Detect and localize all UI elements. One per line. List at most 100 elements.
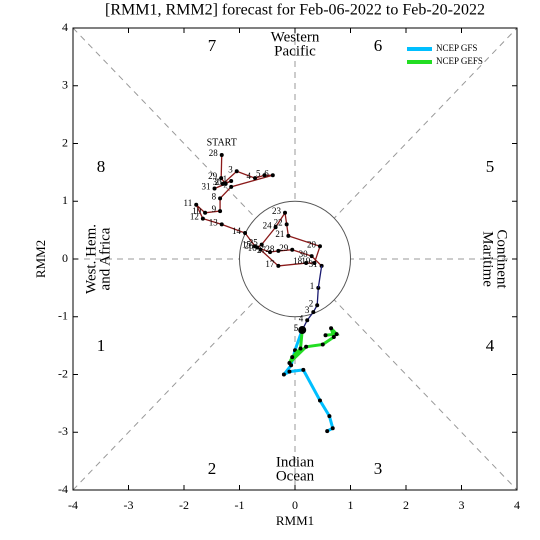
region-label: Indian	[276, 454, 315, 470]
start-label: START	[207, 137, 237, 148]
x-tick-label: 1	[348, 498, 354, 512]
day-label: 28	[265, 244, 275, 254]
data-point	[203, 210, 208, 215]
x-tick-label: -4	[68, 498, 78, 512]
day-label: 1	[223, 174, 228, 184]
day-label: 27	[257, 245, 267, 255]
data-point	[218, 209, 223, 214]
day-label: 5	[294, 323, 299, 333]
phase-number: 2	[208, 459, 217, 478]
day-label: 25	[249, 238, 259, 248]
phase-number: 1	[97, 336, 106, 355]
chart-title: [RMM1, RMM2] forecast for Feb-06-2022 to…	[105, 2, 485, 19]
y-tick-label: 0	[62, 251, 68, 265]
data-point	[219, 153, 224, 158]
y-tick-label: -1	[58, 309, 68, 323]
day-label: 12	[190, 212, 199, 222]
data-point	[281, 372, 286, 377]
data-point	[330, 426, 335, 431]
data-point	[290, 355, 295, 360]
amplitude-circle	[239, 200, 351, 318]
data-point	[305, 318, 310, 323]
day-label: 31	[309, 259, 318, 269]
data-point	[304, 344, 309, 349]
day-label: 29	[279, 243, 289, 253]
data-point	[312, 261, 317, 266]
data-point	[329, 326, 334, 331]
data-point	[229, 184, 234, 189]
data-point	[200, 216, 205, 221]
data-point	[220, 181, 225, 186]
data-point	[223, 181, 228, 186]
day-label: 17	[265, 259, 275, 269]
day-label: 18	[293, 256, 303, 266]
data-point	[327, 414, 332, 419]
data-point	[219, 222, 224, 227]
current-point	[298, 326, 307, 335]
x-tick-label: -3	[124, 498, 134, 512]
data-point	[304, 261, 309, 266]
data-point	[219, 176, 224, 181]
data-point	[243, 231, 248, 236]
data-point	[311, 310, 316, 315]
day-label: 31	[202, 182, 211, 192]
data-point	[212, 186, 217, 191]
x-tick-label: 4	[514, 498, 520, 512]
day-label: 24	[263, 220, 273, 230]
data-point	[331, 334, 336, 339]
day-label: 29	[208, 171, 218, 181]
data-point	[283, 210, 288, 215]
data-point	[284, 222, 289, 227]
forecast-line	[288, 327, 340, 365]
legend-label: NCEP GEFS	[436, 56, 483, 66]
day-label: 7	[223, 180, 228, 190]
day-label: 5	[256, 168, 261, 178]
data-point	[262, 173, 267, 178]
region-label: Maritime	[480, 231, 496, 287]
region-label: Ocean	[276, 468, 315, 484]
day-label: 28	[209, 148, 219, 158]
day-label: 2	[309, 298, 314, 308]
data-point	[317, 244, 322, 249]
day-label: 10	[192, 206, 202, 216]
data-point	[323, 333, 328, 338]
region-label: and Africa	[97, 227, 113, 290]
data-point	[258, 247, 263, 252]
data-point	[218, 196, 223, 201]
phase-number: 5	[486, 157, 495, 176]
x-axis-label: RMM1	[276, 513, 314, 528]
legend-label: NCEP GFS	[436, 43, 477, 53]
day-label: 3	[228, 164, 233, 174]
y-tick-label: -4	[58, 482, 68, 496]
day-label: 30	[213, 177, 223, 187]
region-label: Continent	[494, 229, 510, 289]
day-label: 15	[242, 239, 252, 249]
data-point	[287, 369, 292, 374]
day-label: 6	[264, 168, 269, 178]
x-tick-label: 2	[403, 498, 409, 512]
y-axis-label: RMM2	[33, 240, 48, 278]
day-label: 26	[244, 241, 254, 251]
x-tick-label: 3	[459, 498, 465, 512]
data-point	[315, 303, 320, 308]
day-label: 9	[212, 204, 217, 214]
data-point	[320, 342, 325, 347]
day-label: 3	[305, 305, 310, 315]
data-point	[234, 169, 239, 174]
data-point	[253, 176, 258, 181]
data-point	[290, 247, 295, 252]
data-point	[317, 398, 322, 403]
y-tick-label: -3	[58, 424, 68, 438]
data-point	[325, 429, 330, 434]
data-point	[301, 367, 306, 372]
data-point	[273, 225, 278, 230]
phase-number: 3	[374, 459, 383, 478]
data-point	[286, 233, 291, 238]
y-tick-label: 3	[62, 78, 68, 92]
day-label: 19	[301, 256, 311, 266]
region-label: West. Hem.	[83, 224, 99, 294]
day-label: 20	[307, 239, 317, 249]
x-tick-label: 0	[292, 498, 298, 512]
observed-line	[317, 265, 323, 288]
phase-number: 6	[374, 36, 383, 55]
